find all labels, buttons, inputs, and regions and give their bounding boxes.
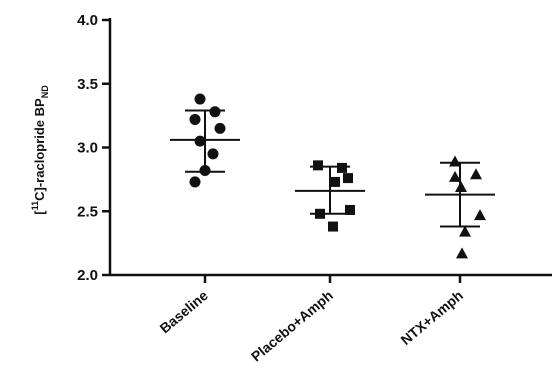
x-tick-label: Placebo+Amph: [248, 287, 336, 365]
y-axis-title-prefix: [: [32, 210, 47, 215]
y-axis-title-superscript: 11: [30, 201, 40, 211]
data-point: [189, 113, 201, 125]
data-point: [345, 204, 355, 215]
x-ticks: Baseline Placebo+Amph NTX+Amph: [157, 275, 466, 365]
data-point: [456, 247, 468, 259]
data-point: [455, 181, 467, 193]
svg-text:[11C]-raclopride BPND: [11C]-raclopride BPND: [30, 85, 50, 215]
y-tick-label: 4.0: [77, 12, 98, 29]
data-point: [343, 173, 353, 184]
y-tick-label: 2.0: [77, 267, 98, 284]
series-1: [170, 93, 240, 188]
y-tick-label: 2.5: [77, 203, 98, 220]
x-tick-label: NTX+Amph: [398, 287, 466, 348]
series-2: [295, 160, 365, 232]
data-point: [474, 209, 486, 221]
data-point: [313, 160, 323, 171]
data-point: [449, 155, 461, 167]
series-3: [425, 155, 495, 259]
data-point: [194, 93, 206, 105]
data-point: [189, 176, 201, 188]
y-tick-label: 3.5: [77, 76, 98, 93]
data-point: [194, 135, 206, 147]
y-axis-title: [11C]-raclopride BPND: [30, 85, 50, 215]
data-point: [449, 170, 461, 182]
data-point: [315, 208, 325, 219]
data-point: [459, 225, 471, 237]
data-point: [207, 148, 219, 160]
y-axis-title-main: C]-raclopride BP: [32, 98, 47, 201]
series-layer: [170, 93, 495, 259]
data-point: [209, 106, 221, 118]
y-tick-label: 3.0: [77, 140, 98, 157]
data-point: [199, 164, 211, 176]
axes: [108, 18, 552, 277]
data-point: [328, 221, 338, 232]
data-point: [330, 176, 340, 187]
y-axis-title-subscript: ND: [40, 85, 50, 98]
data-point: [470, 168, 482, 180]
y-ticks: 2.0 2.5 3.0 3.5 4.0: [77, 12, 110, 284]
x-tick-label: Baseline: [157, 287, 212, 336]
data-point: [337, 162, 347, 173]
data-point: [214, 122, 226, 134]
